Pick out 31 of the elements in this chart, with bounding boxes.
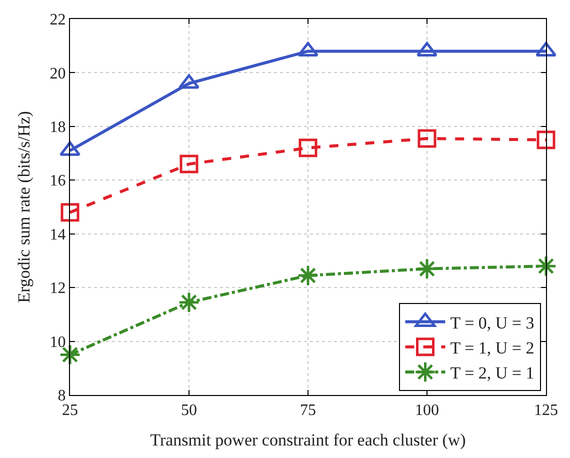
point: [60, 203, 80, 222]
point: [535, 255, 557, 277]
point: [178, 74, 200, 89]
x-tick-label: 100: [415, 402, 439, 420]
y-tick-label: 14: [50, 226, 66, 244]
y-tick-label: 12: [50, 280, 66, 298]
y-tick-label: 8: [58, 388, 66, 405]
x-tick-label: 25: [62, 402, 78, 420]
point: [298, 138, 318, 158]
legend-label: T = 2, U = 1: [450, 364, 534, 383]
point: [180, 154, 198, 174]
y-tick-label: 18: [50, 119, 66, 136]
legend-label: T = 1, U = 2: [450, 338, 534, 358]
point: [536, 42, 556, 56]
x-tick-label: 50: [181, 402, 197, 420]
point: [416, 42, 438, 56]
point: [178, 291, 200, 314]
y-tick-label: 22: [50, 12, 66, 29]
x-axis-title: Transmit power constraint for each cluster (w): [150, 430, 466, 450]
point: [418, 129, 436, 148]
x-tick-label: 125: [534, 402, 558, 420]
point: [297, 264, 319, 286]
point: [60, 141, 80, 156]
x-tick-label: 75: [300, 402, 316, 420]
y-tick-label: 10: [50, 334, 66, 351]
legend-label: T = 0, U = 3: [450, 313, 534, 332]
y-tick-label: 16: [50, 172, 66, 190]
y-tick-label: 20: [50, 65, 66, 82]
y-axis-title: Ergodic sum rate (bits/s/Hz): [14, 111, 34, 303]
point: [298, 42, 318, 56]
point: [536, 130, 556, 150]
